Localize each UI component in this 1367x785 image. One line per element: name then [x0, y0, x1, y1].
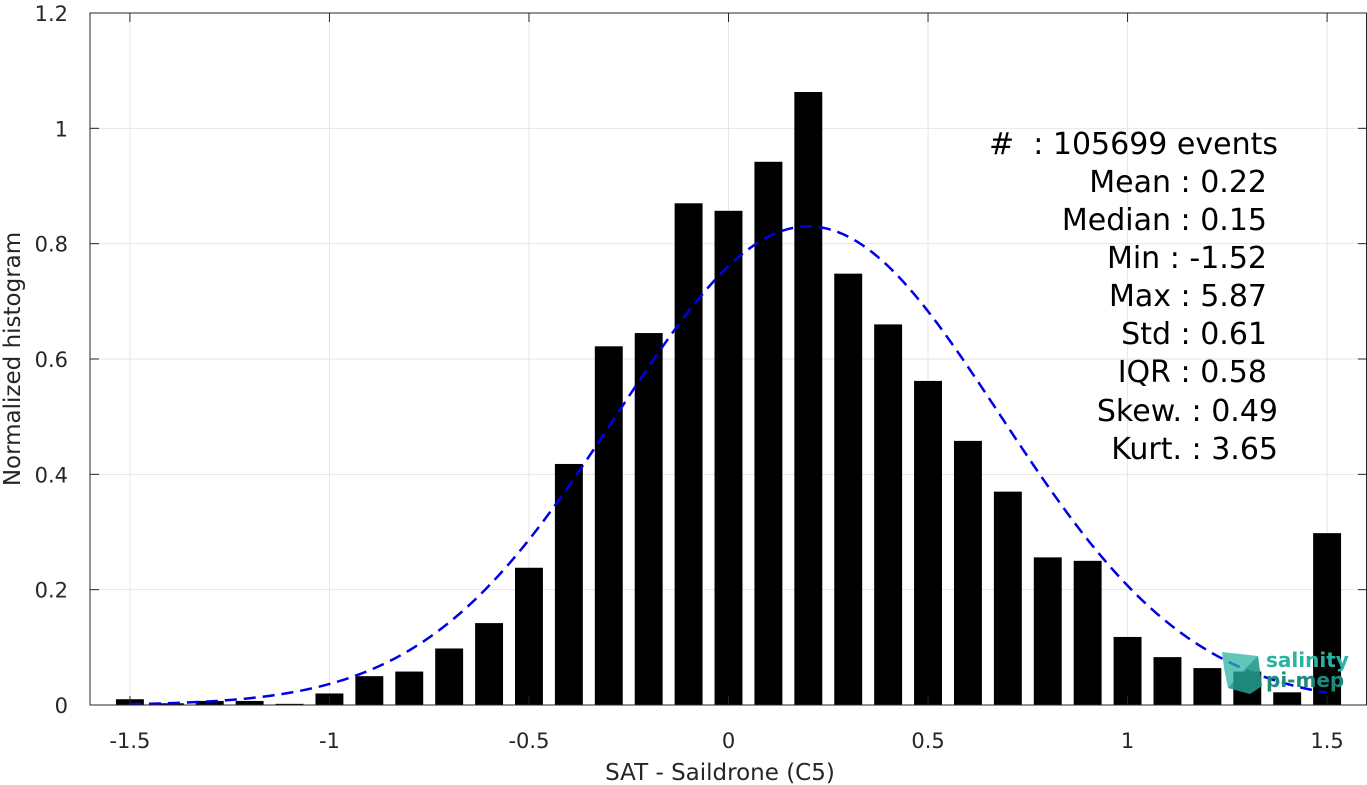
stat-max: Max : 5.87 [1109, 279, 1267, 314]
x-tick-label: -1 [319, 729, 340, 753]
gaussian-fit-curve [129, 225, 1328, 706]
y-axis-label: Normalized histogram [0, 232, 26, 486]
histogram-bar [1153, 657, 1182, 705]
stat-min: Min : -1.52 [1107, 241, 1267, 276]
histogram-bar [355, 676, 384, 705]
histogram-bar [1273, 692, 1302, 705]
y-tick-labels: 0 0.2 0.4 0.6 0.8 1 1.2 [35, 2, 68, 718]
histogram-bar [235, 700, 264, 705]
histogram-bar [634, 333, 663, 705]
histogram-bar [754, 161, 783, 705]
axis-ticks [90, 12, 1367, 706]
y-tick-label: 1 [55, 117, 68, 141]
stat-median: Median : 0.15 [1062, 203, 1267, 238]
histogram-bar [674, 203, 703, 706]
stat-iqr: IQR : 0.58 [1118, 355, 1267, 390]
histogram-bar [1113, 636, 1142, 705]
histogram-bar [395, 671, 424, 705]
histogram-bar [554, 463, 583, 705]
stat-std: Std : 0.61 [1121, 317, 1267, 352]
x-tick-label: -1.5 [109, 729, 150, 753]
x-tick-label: 0.5 [911, 729, 944, 753]
histogram-bar [195, 700, 224, 705]
histogram-bar [1073, 560, 1102, 705]
statistics-annotation: # : 105699 events Mean : 0.22 Median : 0… [989, 127, 1278, 467]
y-tick-label: 0 [55, 694, 68, 718]
stat-kurt: Kurt. : 3.65 [1111, 432, 1278, 467]
histogram-bar [275, 703, 304, 705]
stat-skew: Skew. : 0.49 [1097, 394, 1278, 429]
stat-mean: Mean : 0.22 [1089, 165, 1267, 200]
x-tick-label: -0.5 [508, 729, 549, 753]
histogram-bar [1193, 668, 1222, 705]
y-tick-label: 0.2 [35, 579, 68, 603]
histogram-bar [714, 210, 743, 705]
x-tick-label: 1 [1121, 729, 1134, 753]
histogram-bar [874, 324, 903, 705]
histogram-bar [1313, 533, 1342, 705]
histogram-bar [594, 346, 623, 705]
y-tick-label: 1.2 [35, 2, 68, 26]
stat-events: # : 105699 events [989, 127, 1278, 162]
logo-cube-shade [1228, 656, 1262, 694]
histogram-bar [1033, 557, 1062, 705]
logo-text-pimep: pi-mep [1266, 668, 1344, 692]
x-axis-label: SAT - Saildrone (C5) [605, 760, 835, 785]
histogram-bar [834, 273, 863, 705]
logo-text-salinity: salinity [1266, 648, 1349, 672]
histogram-bar [914, 380, 942, 705]
y-tick-label: 0.8 [35, 233, 68, 257]
histogram-bar [435, 648, 464, 705]
histogram-bar [993, 491, 1022, 705]
x-tick-labels: -1.5 -1 -0.5 0 0.5 1 1.5 [109, 729, 1343, 753]
x-tick-label: 0 [722, 729, 735, 753]
y-tick-label: 0.6 [35, 348, 68, 372]
histogram-bar [475, 623, 504, 705]
histogram-bar [515, 567, 543, 705]
histogram-bar [953, 440, 982, 705]
x-tick-label: 1.5 [1310, 729, 1343, 753]
salinity-pimep-logo: salinity pi-mep [1222, 648, 1349, 694]
histogram-bar [794, 92, 823, 705]
y-tick-label: 0.4 [35, 463, 68, 487]
histogram-bars [115, 92, 1342, 706]
